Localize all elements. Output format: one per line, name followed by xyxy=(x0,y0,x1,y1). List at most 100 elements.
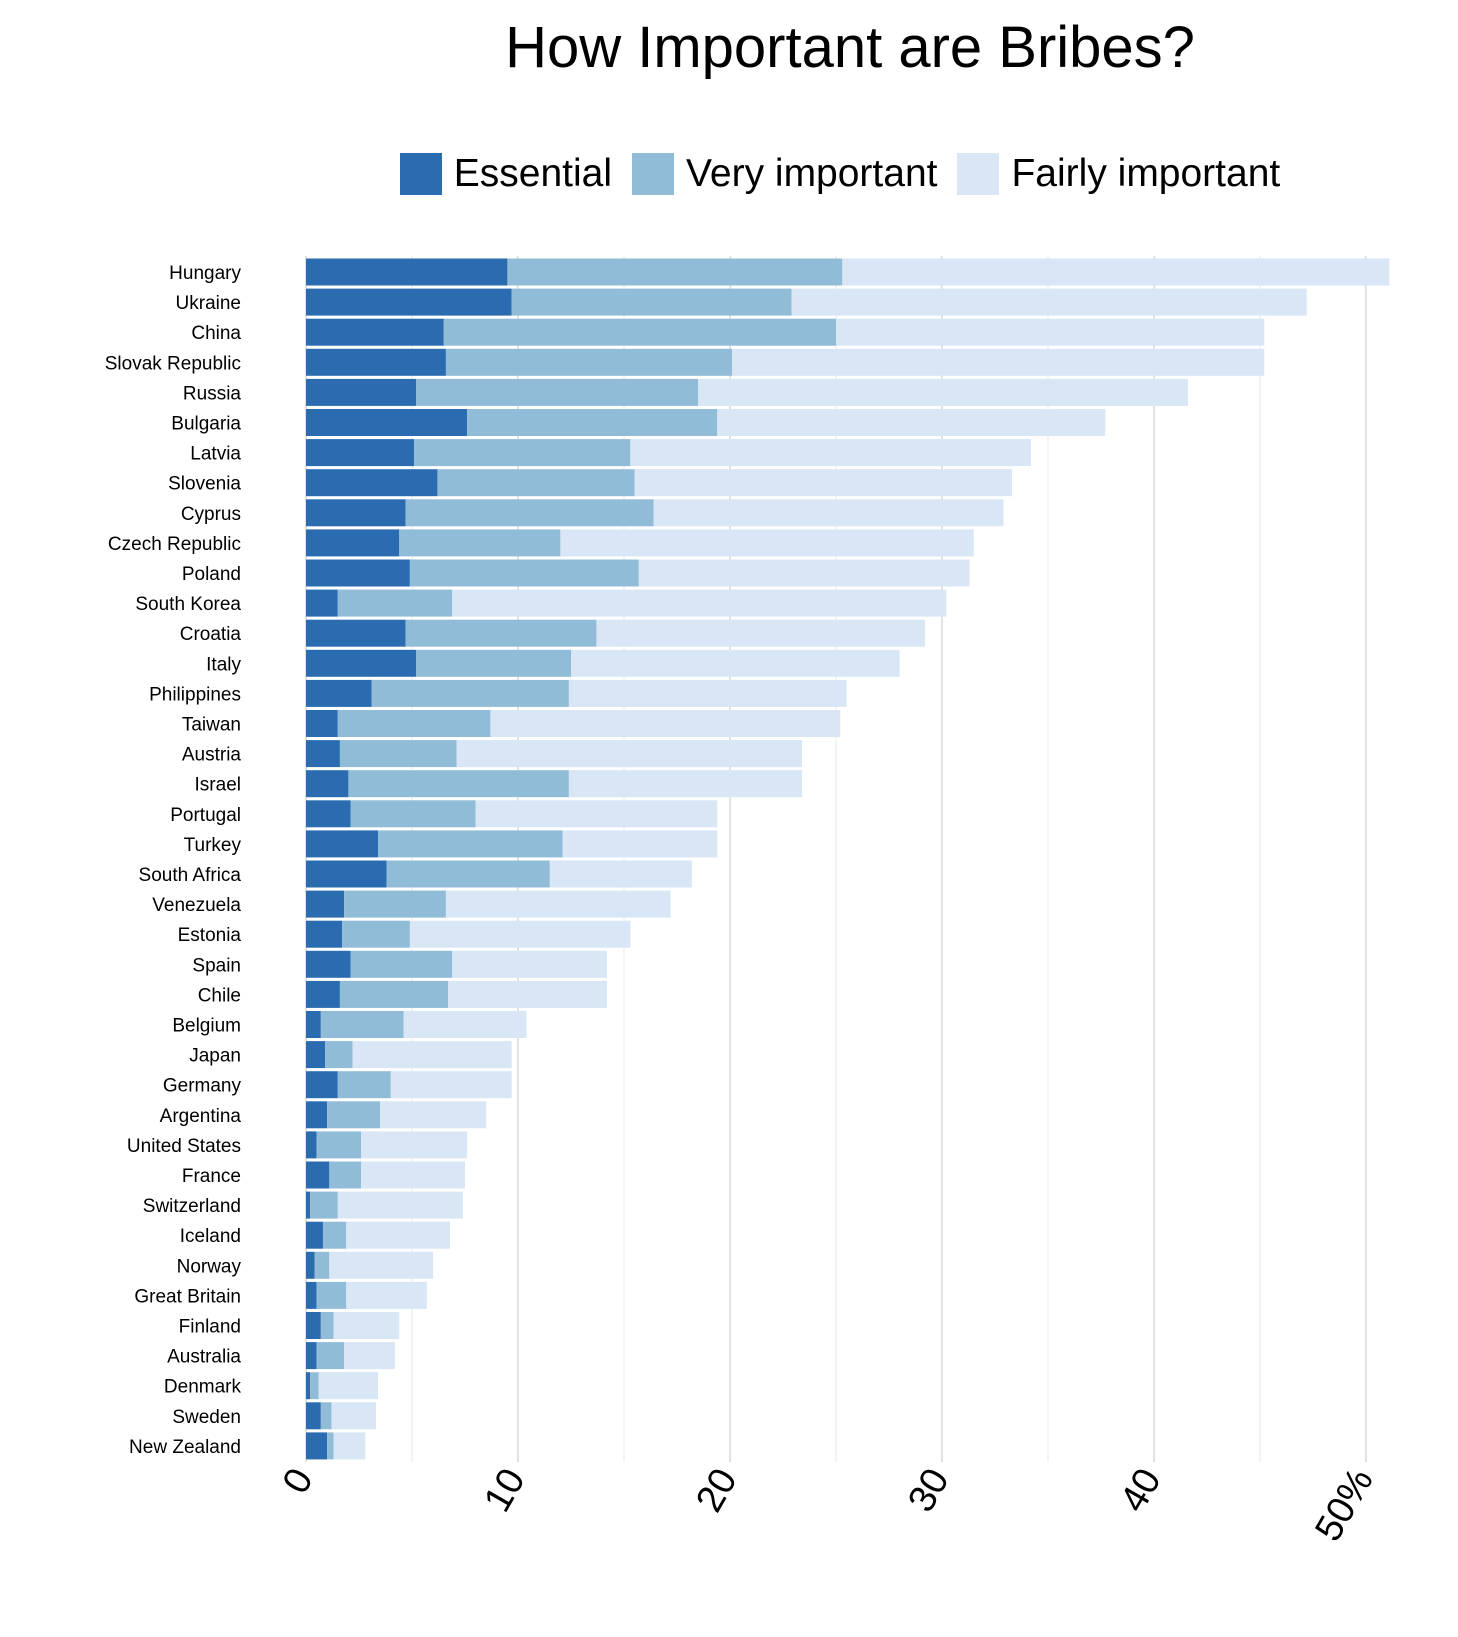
bar-belgium-very-important xyxy=(320,1011,404,1038)
bar-china-fairly-important xyxy=(836,318,1265,346)
category-label-venezuela: Venezuela xyxy=(152,895,241,916)
category-label-south-korea: South Korea xyxy=(135,594,241,615)
category-label-slovenia: Slovenia xyxy=(168,474,241,495)
bar-united-states-fairly-important xyxy=(361,1131,468,1159)
legend-item-essential: Essential xyxy=(399,152,613,196)
bar-croatia-fairly-important xyxy=(596,619,926,647)
legend: Essential Very important Fairly importan… xyxy=(0,152,1458,196)
bar-croatia-very-important xyxy=(405,619,597,647)
category-label-latvia: Latvia xyxy=(190,444,241,465)
bar-finland-fairly-important xyxy=(333,1312,400,1339)
bar-new-zealand-fairly-important xyxy=(333,1432,366,1460)
legend-item-fairly-important: Fairly important xyxy=(957,152,1280,196)
bar-taiwan-very-important xyxy=(337,710,491,737)
category-label-austria: Austria xyxy=(182,745,242,766)
bar-finland-very-important xyxy=(320,1312,334,1339)
bar-portugal-fairly-important xyxy=(475,800,718,828)
category-label-belgium: Belgium xyxy=(172,1016,241,1037)
bar-czech-republic-very-important xyxy=(399,529,561,557)
bar-japan-fairly-important xyxy=(352,1041,512,1069)
bar-chile-essential xyxy=(306,980,340,1008)
bar-new-zealand-very-important xyxy=(327,1432,334,1460)
bar-slovenia-fairly-important xyxy=(634,469,1012,497)
bar-venezuela-essential xyxy=(306,890,345,918)
bar-iceland-very-important xyxy=(322,1221,347,1249)
bar-south-africa-essential xyxy=(306,860,387,888)
bar-estonia-fairly-important xyxy=(409,920,631,948)
bar-austria-essential xyxy=(306,740,340,768)
chart-title: How Important are Bribes? xyxy=(505,15,1195,80)
bar-norway-essential xyxy=(306,1251,315,1279)
bar-united-states-essential xyxy=(306,1131,317,1159)
grid-lines xyxy=(305,256,1367,1462)
bar-south-korea-essential xyxy=(306,589,338,617)
category-label-argentina: Argentina xyxy=(160,1106,242,1127)
bar-czech-republic-fairly-important xyxy=(560,529,974,557)
bar-ukraine-very-important xyxy=(511,288,792,316)
category-labels: Hungary Ukraine China Slovak Republic Russia… xyxy=(105,263,242,1458)
legend-swatch-very-important xyxy=(632,153,675,195)
bar-ukraine-essential xyxy=(306,288,512,316)
category-label-czech-republic: Czech Republic xyxy=(108,534,241,555)
category-label-new-zealand: New Zealand xyxy=(129,1437,241,1458)
bar-argentina-essential xyxy=(306,1101,328,1129)
bar-switzerland-very-important xyxy=(310,1191,338,1219)
bar-estonia-very-important xyxy=(342,920,410,948)
bar-great-britain-essential xyxy=(306,1281,317,1309)
category-label-united-states: United States xyxy=(127,1136,241,1157)
bar-israel-very-important xyxy=(348,770,569,798)
bar-new-zealand-essential xyxy=(306,1432,328,1460)
bar-argentina-fairly-important xyxy=(380,1101,487,1129)
bar-israel-essential xyxy=(306,770,349,798)
bar-slovak-republic-very-important xyxy=(445,348,733,376)
bar-norway-very-important xyxy=(314,1251,330,1279)
category-label-philippines: Philippines xyxy=(149,684,241,705)
category-label-slovak-republic: Slovak Republic xyxy=(105,353,241,374)
bar-portugal-essential xyxy=(306,800,351,828)
bar-sweden-very-important xyxy=(320,1402,332,1430)
legend-swatch-fairly-important xyxy=(957,153,1000,195)
bar-philippines-very-important xyxy=(371,679,569,707)
bar-portugal-very-important xyxy=(350,800,476,828)
bar-australia-fairly-important xyxy=(344,1342,396,1370)
bar-latvia-essential xyxy=(306,439,415,467)
bar-germany-essential xyxy=(306,1071,338,1099)
bar-belgium-fairly-important xyxy=(403,1011,527,1038)
bar-denmark-essential xyxy=(306,1372,311,1400)
category-label-spain: Spain xyxy=(192,955,241,976)
x-tick-labels: 0 10 20 30 40 50% xyxy=(275,1462,1382,1549)
bar-taiwan-fairly-important xyxy=(490,710,841,737)
legend-label-essential: Essential xyxy=(453,152,613,195)
bar-bulgaria-essential xyxy=(306,409,468,436)
category-label-bulgaria: Bulgaria xyxy=(171,414,241,435)
bar-italy-very-important xyxy=(416,649,571,677)
bar-norway-fairly-important xyxy=(329,1251,434,1279)
bar-turkey-essential xyxy=(306,830,379,858)
bar-south-africa-very-important xyxy=(386,860,550,888)
category-label-china: China xyxy=(191,323,241,344)
bar-australia-essential xyxy=(306,1342,317,1370)
bar-slovenia-very-important xyxy=(437,469,635,497)
bar-finland-essential xyxy=(306,1312,321,1339)
bar-germany-fairly-important xyxy=(390,1071,512,1099)
bar-venezuela-fairly-important xyxy=(445,890,671,918)
bar-chile-fairly-important xyxy=(448,980,608,1008)
bars xyxy=(306,258,1390,1460)
category-label-denmark: Denmark xyxy=(164,1377,242,1398)
bar-germany-very-important xyxy=(337,1071,391,1099)
bar-belgium-essential xyxy=(306,1011,321,1038)
bar-bulgaria-very-important xyxy=(467,409,718,436)
category-label-australia: Australia xyxy=(167,1347,241,1368)
category-label-great-britain: Great Britain xyxy=(134,1286,241,1307)
bar-iceland-fairly-important xyxy=(346,1221,451,1249)
bar-austria-very-important xyxy=(339,740,457,768)
category-label-israel: Israel xyxy=(195,775,241,796)
bar-ukraine-fairly-important xyxy=(791,288,1307,316)
bar-hungary-fairly-important xyxy=(842,258,1390,286)
category-label-south-africa: South Africa xyxy=(139,865,242,886)
category-label-turkey: Turkey xyxy=(184,835,242,856)
bar-israel-fairly-important xyxy=(568,770,803,798)
x-tick-label-40: 40 xyxy=(1112,1462,1170,1520)
bar-czech-republic-essential xyxy=(306,529,400,557)
